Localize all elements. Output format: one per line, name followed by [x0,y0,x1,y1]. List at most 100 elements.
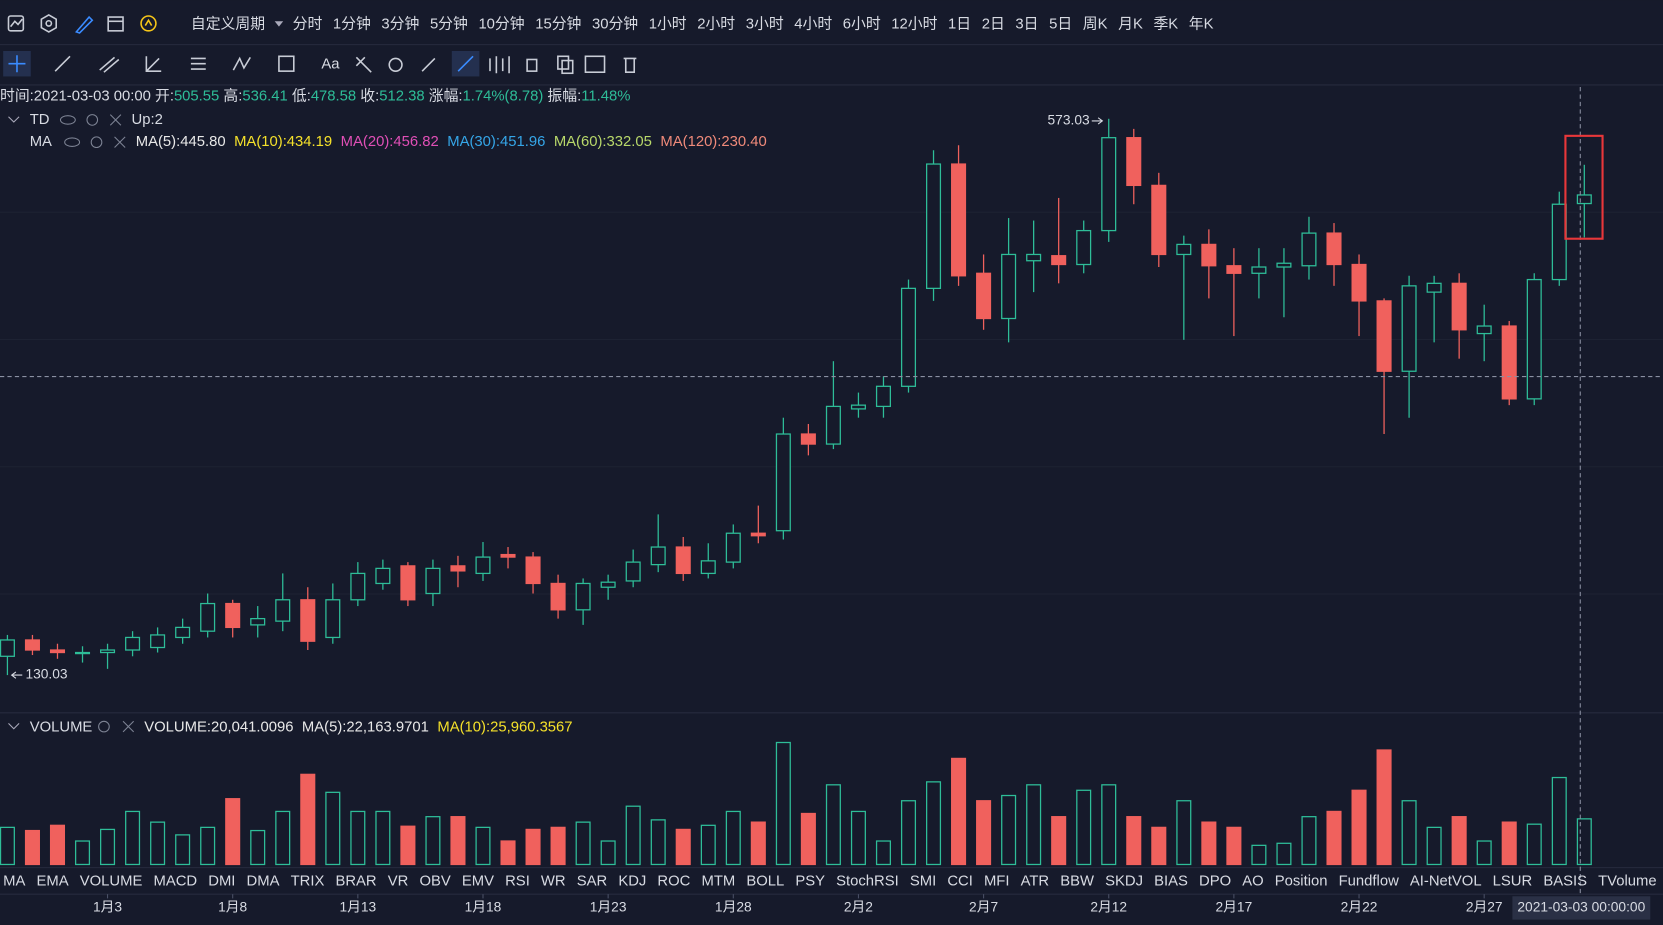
candle-body [125,636,141,651]
candle-body [875,385,891,408]
indicator-tab[interactable]: TVolume [1598,873,1657,889]
indicator-tab[interactable]: SMI [910,873,936,889]
candle-body [951,163,967,277]
text-tool[interactable]: Aa [321,57,340,73]
indicator-tab[interactable]: VOLUME [80,873,143,889]
td-state: Up:2 [132,112,163,128]
period[interactable]: 10分钟 [478,15,524,32]
volume-bar [900,800,917,866]
indicator-tab[interactable]: BRAR [335,873,376,889]
period[interactable]: 3日 [1015,16,1038,32]
period[interactable]: 年K [1189,15,1214,32]
indicator-tab[interactable]: LSUR [1493,873,1533,889]
indicator-tab[interactable]: CCI [947,873,973,889]
period[interactable]: 1小时 [649,15,687,32]
volume-bar [100,828,116,866]
indicator-tab[interactable]: Fundflow [1339,873,1399,889]
period[interactable]: 月K [1118,16,1143,32]
volume-bar [875,840,891,866]
candle-body [1126,137,1142,187]
volume-bar [1001,794,1017,866]
period[interactable]: 5分钟 [430,15,468,32]
indicator-tab[interactable]: StochRSI [836,873,899,889]
indicator-tab[interactable]: DMI [208,873,235,889]
indicator-tabs[interactable]: MA EMA VOLUME MACD DMI DMA TRIX BRAR VR OBV EMV RSI… [3,873,1656,889]
volume-bar [1376,749,1392,866]
indicator-tab[interactable]: BIAS [1154,873,1188,889]
period[interactable]: 15分钟 [535,15,581,32]
indicator-tab[interactable]: SAR [577,873,608,889]
legend-icons[interactable] [59,114,135,733]
volume-bar [1076,789,1092,866]
candle-body [1526,278,1542,400]
indicator-tab[interactable]: DMA [247,873,280,889]
volume-bar [400,825,416,866]
period[interactable]: 季K [1153,15,1178,32]
custom-period[interactable]: 自定义周期 [191,15,265,32]
candle-body [1426,282,1442,293]
volume-bar [1426,826,1442,866]
candle-body [325,599,341,639]
volume-bar [1276,842,1292,866]
period[interactable]: 2日 [982,16,1005,32]
indicator-tab[interactable]: TRIX [291,873,325,889]
period[interactable]: 分时 [293,15,323,32]
period[interactable]: 3小时 [746,15,784,32]
volume-bar [375,810,391,866]
candle-body [1001,253,1017,320]
indicator-tab[interactable]: BASIS [1543,873,1587,889]
volume-bar [500,840,516,866]
top-icons[interactable] [7,14,157,34]
x-tick-label: 2月22 [1341,900,1378,915]
drawing-tools[interactable]: Aa [3,50,637,77]
candle-body [900,287,917,387]
indicator-tab[interactable]: PSY [795,873,825,889]
period[interactable]: 周K [1083,15,1108,32]
indicator-tab[interactable]: KDJ [618,873,646,889]
indicator-tab[interactable]: MFI [984,873,1010,889]
period[interactable]: 6小时 [843,15,881,32]
volume-bar [525,828,541,866]
indicator-tab[interactable]: WR [541,873,566,889]
indicator-tab[interactable]: EMV [462,873,494,889]
indicator-tab[interactable]: RSI [505,873,530,889]
candle-body [1251,266,1267,274]
period[interactable]: 1分钟 [333,15,371,32]
indicator-tab[interactable]: BBW [1060,873,1094,889]
period[interactable]: 3分钟 [381,15,419,32]
candle-body [1376,300,1392,372]
indicator-tab[interactable]: OBV [419,873,450,889]
indicator-tab[interactable]: EMA [37,873,69,889]
volume-bar [951,757,967,866]
info-line: 时间:2021-03-03 00:00 开:505.55 高:536.41 低:… [0,88,630,105]
indicator-tab[interactable]: Position [1275,873,1328,889]
legend-volume: VOLUME:20,041.0096 MA(5):22,163.9701 MA(10… [144,720,572,736]
period[interactable]: 30分钟 [592,15,638,32]
ma-item: MA(120):230.40 [660,134,766,150]
legend-ma: MA(5):445.80 MA(10):434.19 MA(20):456.82 MA… [136,134,767,150]
period[interactable]: 1日 [948,16,971,32]
indicator-tab[interactable]: AO [1242,873,1263,889]
indicator-tab[interactable]: ATR [1021,873,1050,889]
candle-body [1301,232,1317,267]
indicator-tab[interactable]: AI-NetVOL [1410,873,1482,889]
period[interactable]: 12小时 [891,15,937,32]
indicator-tab[interactable]: MA [3,873,25,889]
period-bar[interactable]: 自定义周期 分时 1分钟 3分钟 5分钟 10分钟 15分钟 30分钟 1小时 2小时 3小时 4小时… [191,15,1214,32]
indicator-tab[interactable]: MACD [153,873,197,889]
volume-bar [750,821,766,866]
collapse-caret[interactable] [8,723,20,730]
collapse-caret[interactable] [8,116,20,123]
candle-body [1476,325,1492,335]
indicator-tab[interactable]: VR [388,873,409,889]
period[interactable]: 2小时 [697,15,735,32]
period[interactable]: 4小时 [794,15,832,32]
period[interactable]: 5日 [1049,16,1072,32]
indicator-tab[interactable]: DPO [1199,873,1231,889]
label: 高: [223,88,242,105]
indicator-tab[interactable]: MTM [701,873,735,889]
volume-bar [1451,816,1467,866]
indicator-tab[interactable]: ROC [657,873,690,889]
indicator-tab[interactable]: SKDJ [1105,873,1143,889]
indicator-tab[interactable]: BOLL [746,873,784,889]
